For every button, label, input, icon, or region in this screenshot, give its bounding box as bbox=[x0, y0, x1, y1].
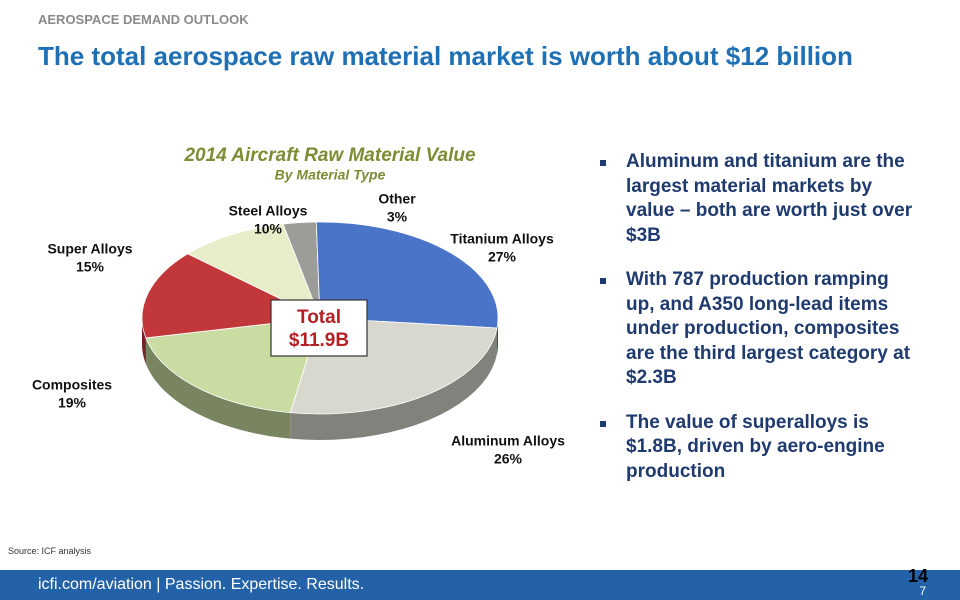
kicker: AEROSPACE DEMAND OUTLOOK bbox=[38, 12, 249, 27]
chart-title: 2014 Aircraft Raw Material Value bbox=[183, 145, 476, 166]
slice-label: Aluminum Alloys bbox=[451, 433, 565, 449]
slice-value-label: 27% bbox=[488, 249, 517, 265]
slice-side bbox=[290, 328, 498, 440]
site: icfi.com/aviation bbox=[38, 576, 152, 593]
footer-site: icfi.com/aviation | Passion. Expertise. … bbox=[38, 576, 364, 594]
slide-title: The total aerospace raw material market … bbox=[38, 41, 853, 71]
slice-value-label: 26% bbox=[494, 451, 523, 467]
slice-value-label: 3% bbox=[387, 209, 408, 225]
slice-value-label: 10% bbox=[254, 221, 283, 237]
page-number: 14 bbox=[907, 566, 928, 586]
bullet-list: Aluminum and titanium are the largest ma… bbox=[598, 150, 918, 504]
slice bbox=[186, 223, 321, 319]
tagline: | Passion. Expertise. Results. bbox=[156, 576, 365, 593]
total-box bbox=[270, 299, 368, 357]
footer: icfi.com/aviation | Passion. Expertise. … bbox=[0, 566, 960, 600]
slice-value-label: 15% bbox=[76, 259, 105, 275]
slice-label: Titanium Alloys bbox=[450, 231, 554, 247]
bullet: The value of superalloys is $1.8B, drive… bbox=[598, 411, 918, 485]
chart-subtitle: By Material Type bbox=[275, 167, 386, 183]
sub-page: 7 bbox=[919, 584, 926, 598]
slice-value-label: 19% bbox=[58, 395, 87, 411]
slice-side bbox=[145, 337, 291, 439]
total-label: Total bbox=[297, 307, 341, 328]
slice-label: Super Alloys bbox=[47, 241, 132, 257]
slice-label: Steel Alloys bbox=[229, 203, 308, 219]
slice-label: Composites bbox=[32, 377, 112, 393]
source: Source: ICF analysis bbox=[8, 546, 92, 556]
total-value: $11.9B bbox=[289, 330, 349, 351]
bullet: With 787 production ramping up, and A350… bbox=[598, 268, 918, 391]
bullet: Aluminum and titanium are the largest ma… bbox=[598, 150, 918, 248]
slice-label: Other bbox=[378, 191, 416, 207]
